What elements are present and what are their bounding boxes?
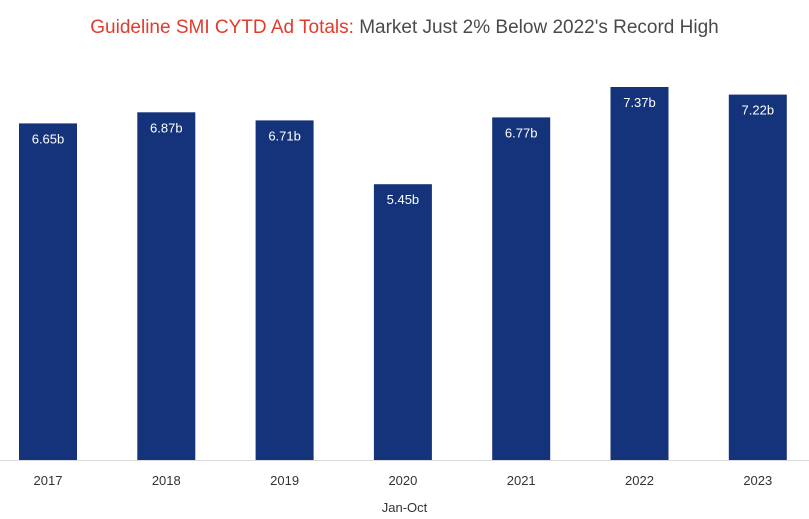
x-tick-label-2017: 2017	[34, 473, 63, 488]
bar-value-label-2022: 7.37b	[623, 95, 656, 110]
x-tick-label-2021: 2021	[507, 473, 536, 488]
x-tick-label-2020: 2020	[388, 473, 417, 488]
bar-2022	[610, 87, 669, 460]
bar-2020	[373, 184, 432, 460]
x-tick-label-2022: 2022	[625, 473, 654, 488]
x-tick-label-2019: 2019	[270, 473, 299, 488]
bar-value-label-2023: 7.22b	[742, 103, 775, 118]
bar-2023	[728, 94, 787, 460]
x-tick-label-2018: 2018	[152, 473, 181, 488]
x-ticks-group: 2017 2018 2019 2020 2021 2022 2023	[34, 473, 773, 488]
bar-2018	[137, 112, 196, 461]
bars-group: 6.65b 6.87b 6.71b 5.45b 6.77b 7.37b 7.22b	[19, 87, 787, 461]
bar-2019	[255, 120, 314, 461]
chart-title: Guideline SMI CYTD Ad Totals: Market Jus…	[0, 17, 809, 39]
chart-title-rest: Market Just 2% Below 2022's Record High	[353, 17, 719, 38]
x-tick-label-2023: 2023	[743, 473, 772, 488]
bar-2021	[492, 117, 551, 461]
bar-value-label-2020: 5.45b	[387, 192, 420, 207]
bar-value-label-2019: 6.71b	[268, 128, 301, 143]
bar-value-label-2021: 6.77b	[505, 125, 538, 140]
bar-value-label-2018: 6.87b	[150, 120, 183, 135]
chart-title-highlight: Guideline SMI CYTD Ad Totals:	[90, 17, 354, 38]
x-axis-label: Jan-Oct	[382, 500, 428, 515]
bar-value-label-2017: 6.65b	[32, 131, 65, 146]
bar-2017	[19, 123, 77, 461]
